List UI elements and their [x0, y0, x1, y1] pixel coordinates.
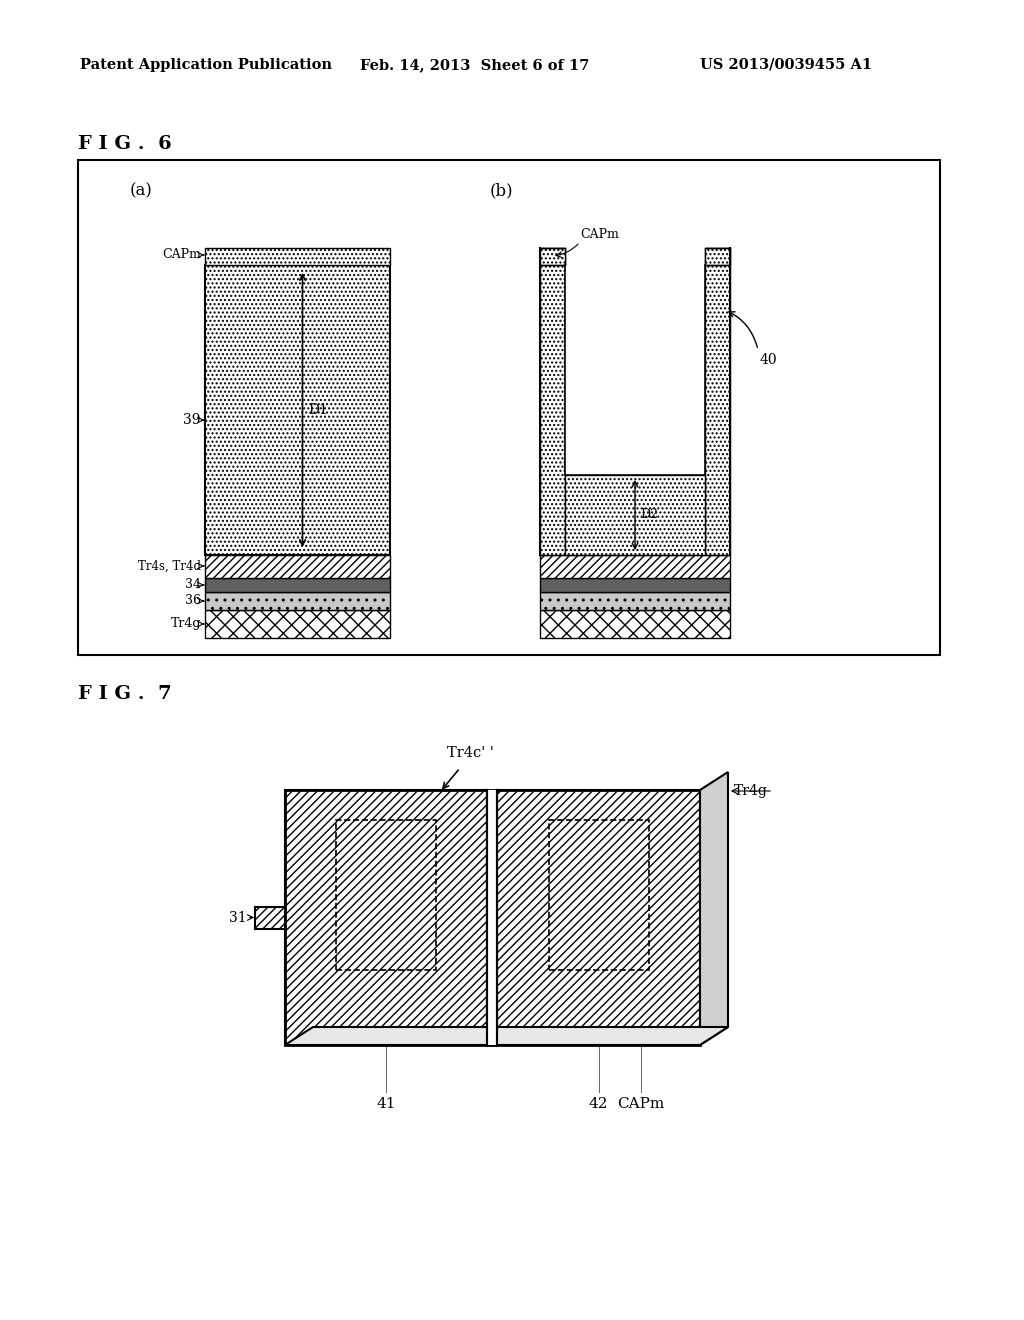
Bar — [78, 160, 940, 655]
Bar — [540, 248, 565, 265]
Text: CAPm: CAPm — [162, 248, 201, 261]
Bar — [540, 554, 730, 578]
Bar — [205, 554, 390, 578]
Text: D1: D1 — [308, 403, 329, 417]
Text: 40: 40 — [760, 352, 777, 367]
Bar — [549, 820, 648, 970]
Polygon shape — [700, 772, 728, 1045]
Text: (a): (a) — [130, 182, 153, 199]
Bar — [705, 248, 730, 554]
Bar — [205, 248, 390, 265]
Text: 39: 39 — [183, 413, 201, 426]
Bar — [336, 820, 436, 970]
Bar — [205, 610, 390, 638]
Text: F I G .  7: F I G . 7 — [78, 685, 172, 704]
Text: 31: 31 — [229, 911, 247, 924]
Text: US 2013/0039455 A1: US 2013/0039455 A1 — [700, 58, 872, 73]
Bar — [565, 475, 705, 554]
Text: 34: 34 — [185, 578, 201, 591]
Bar — [540, 578, 730, 591]
Bar — [205, 591, 390, 610]
Text: Patent Application Publication: Patent Application Publication — [80, 58, 332, 73]
Bar — [540, 610, 730, 638]
Bar — [565, 265, 705, 475]
Text: D2: D2 — [640, 508, 658, 521]
Text: Tr4g: Tr4g — [734, 784, 768, 799]
Text: CAPm: CAPm — [616, 1097, 665, 1111]
Bar — [705, 248, 730, 265]
Text: Tr4c' ': Tr4c' ' — [446, 746, 494, 760]
Bar — [487, 789, 497, 1045]
Text: 42: 42 — [589, 1097, 608, 1111]
Bar — [285, 789, 700, 1045]
Bar — [497, 789, 700, 1045]
Bar — [205, 265, 390, 554]
Text: Feb. 14, 2013  Sheet 6 of 17: Feb. 14, 2013 Sheet 6 of 17 — [360, 58, 590, 73]
Text: Tr4s, Tr4d: Tr4s, Tr4d — [138, 560, 201, 573]
Bar — [540, 591, 730, 610]
Text: (b): (b) — [490, 182, 514, 199]
Bar — [205, 578, 390, 591]
Bar — [285, 789, 487, 1045]
Polygon shape — [285, 1027, 728, 1045]
Text: Tr4g: Tr4g — [171, 618, 201, 631]
Text: CAPm: CAPm — [580, 228, 618, 242]
Bar — [255, 907, 285, 928]
Text: 36: 36 — [185, 594, 201, 607]
Text: F I G .  6: F I G . 6 — [78, 135, 172, 153]
Bar — [540, 248, 565, 554]
Text: 41: 41 — [376, 1097, 395, 1111]
